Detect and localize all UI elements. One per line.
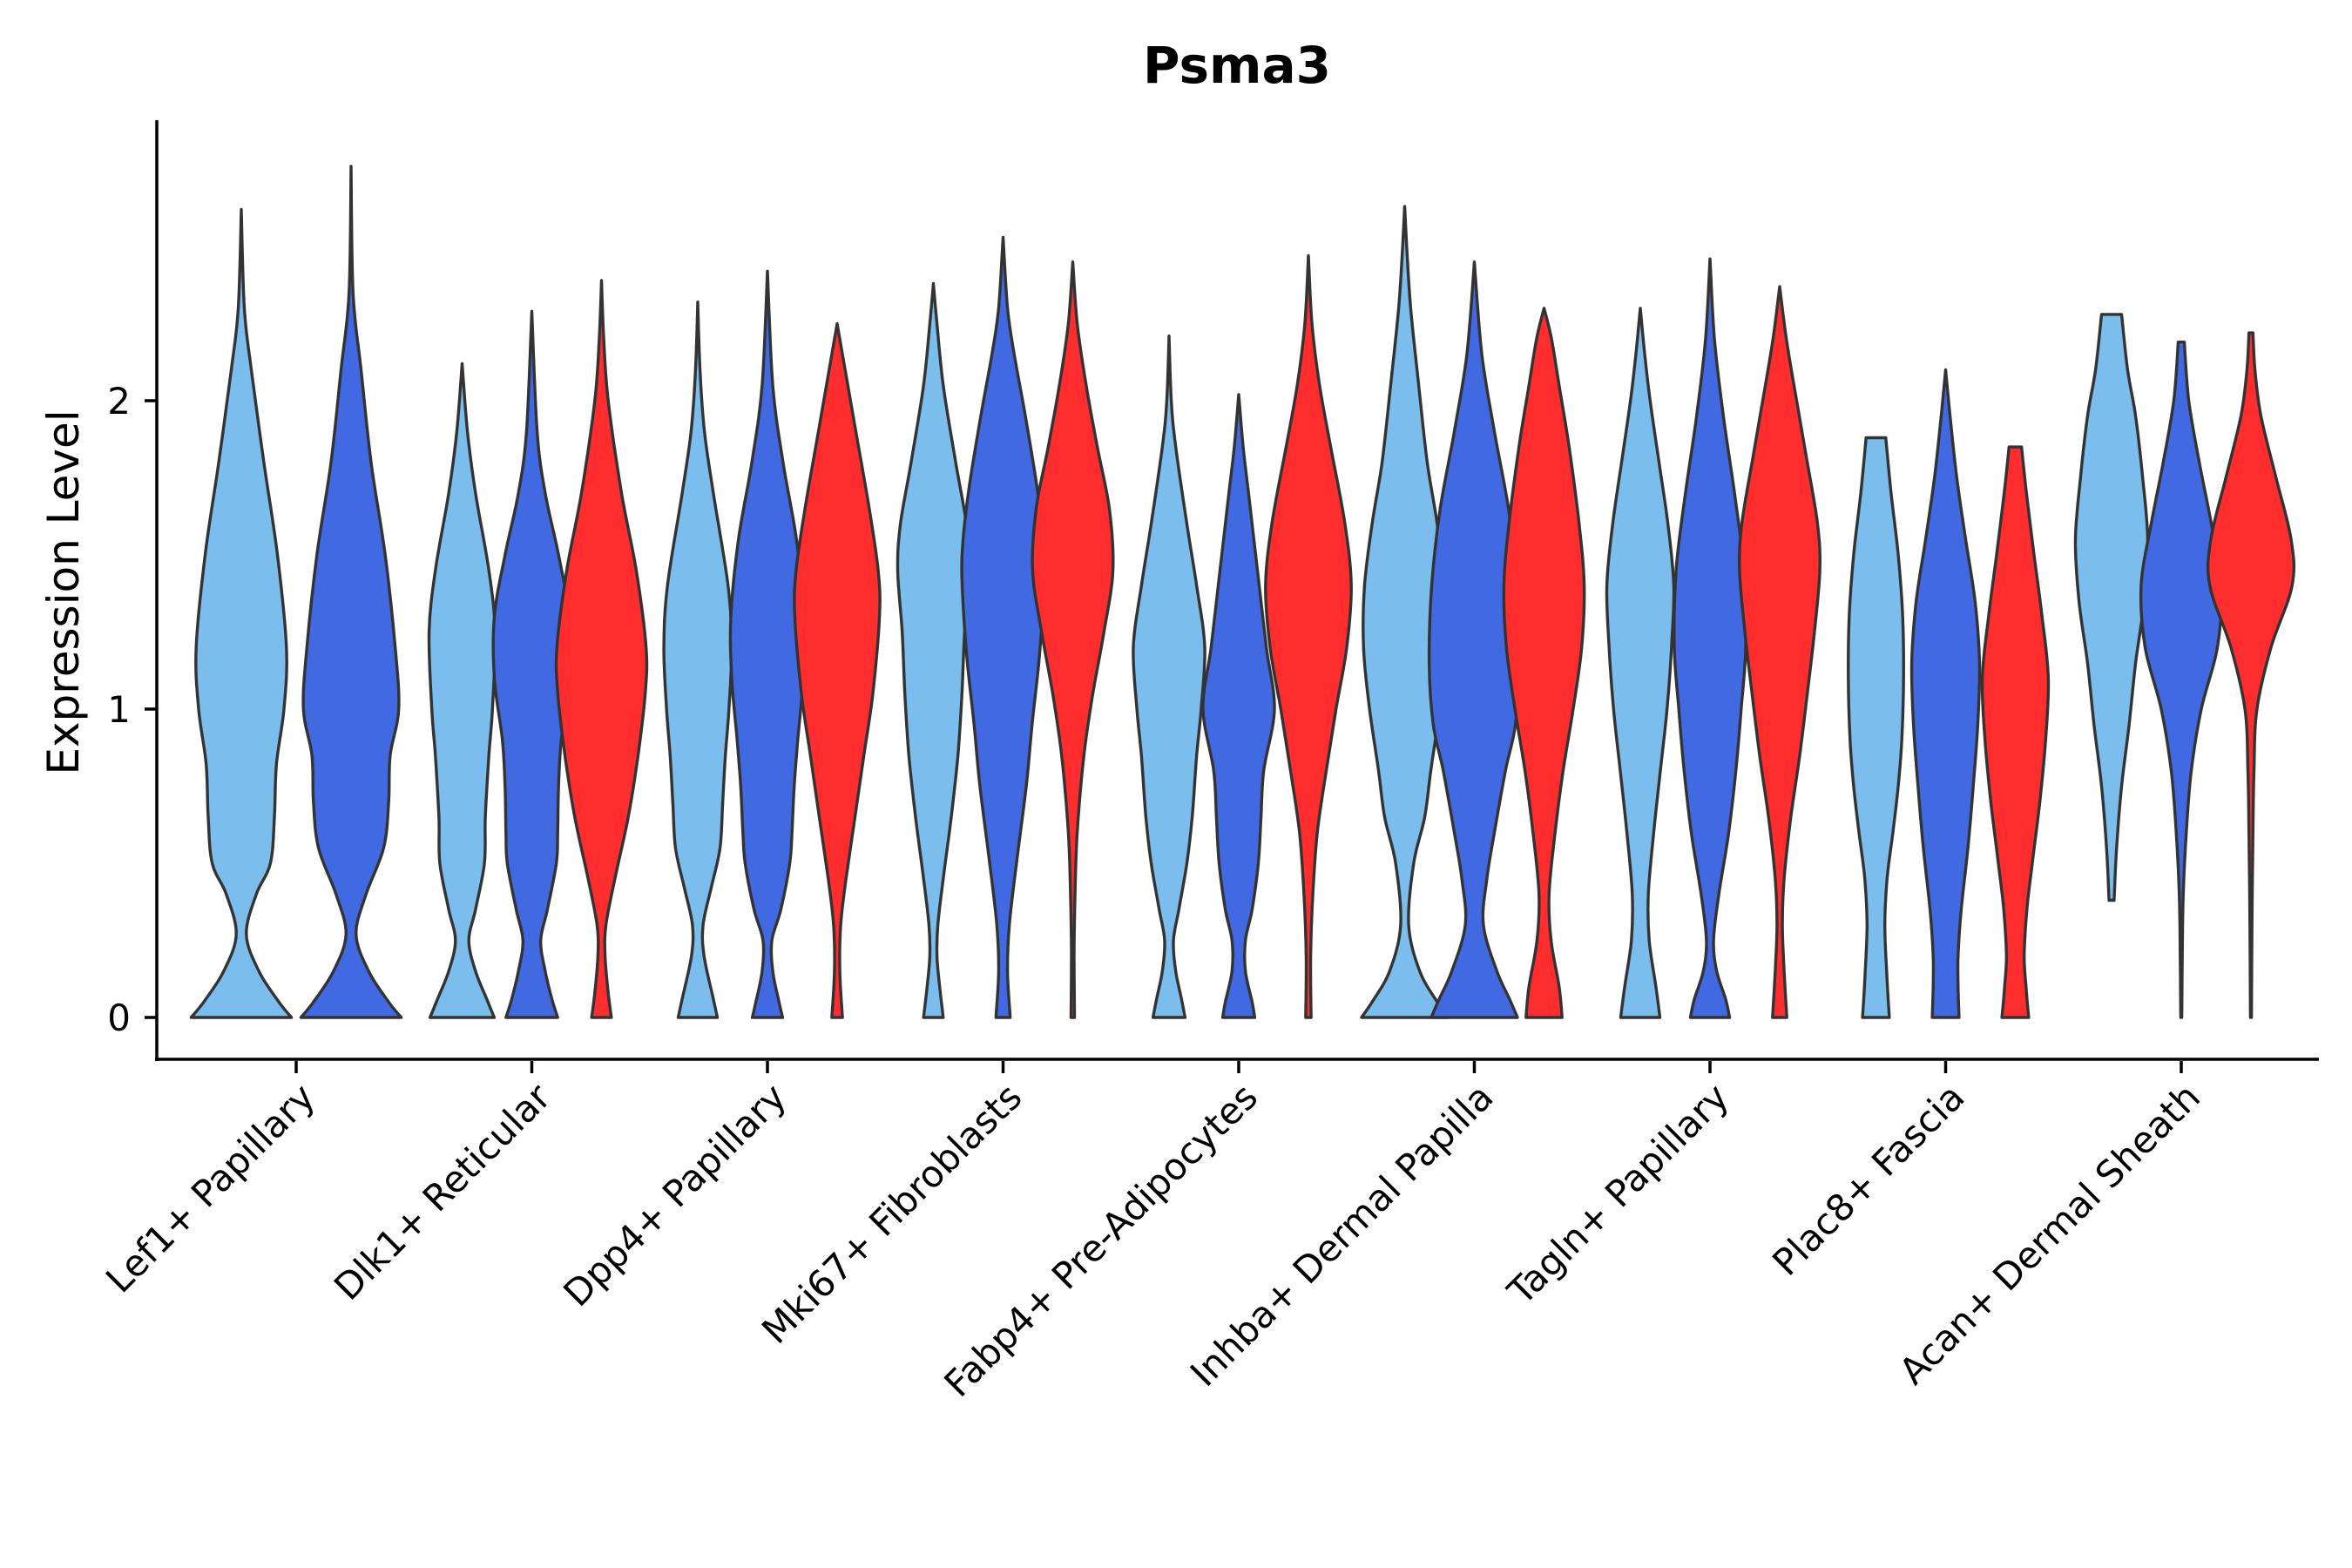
x-tick-label: Dpp4+ Papillary bbox=[555, 1075, 794, 1315]
axes bbox=[155, 120, 2319, 1061]
x-tick-label: Dlk1+ Reticular bbox=[326, 1075, 559, 1308]
violin-mki67-fibroblasts-3 bbox=[1031, 260, 1115, 1019]
x-tick-label: Mki67+ Fibroblasts bbox=[754, 1075, 1030, 1351]
violin-inhba-dermal-papilla-1 bbox=[1360, 205, 1450, 1019]
violin-lef1-papillary-1 bbox=[189, 207, 294, 1019]
violin-lef1-papillary-2 bbox=[299, 165, 403, 1019]
violin-plac8-fascia-3 bbox=[1980, 445, 2051, 1019]
violin-mki67-fibroblasts-1 bbox=[896, 281, 971, 1019]
y-tick-label: 2 bbox=[107, 380, 131, 422]
y-tick-label: 1 bbox=[107, 688, 131, 731]
x-tick-label: Lef1+ Papillary bbox=[98, 1075, 323, 1301]
violin-layer bbox=[189, 165, 2296, 1019]
violin-inhba-dermal-papilla-2 bbox=[1427, 260, 1522, 1019]
x-tick-label: Tagln+ Papillary bbox=[1499, 1075, 1737, 1313]
violin-plac8-fascia-1 bbox=[1847, 436, 1905, 1019]
y-tick-label: 0 bbox=[107, 997, 131, 1039]
violin-dlk1-reticular-3 bbox=[554, 279, 649, 1019]
violin-mki67-fibroblasts-2 bbox=[960, 235, 1046, 1019]
chart-title: Psma3 bbox=[1143, 36, 1331, 95]
violin-tagln-papillary-2 bbox=[1673, 257, 1747, 1019]
violin-fabp4-pre-adipocytes-3 bbox=[1264, 253, 1353, 1019]
violin-inhba-dermal-papilla-3 bbox=[1502, 307, 1586, 1019]
violin-dlk1-reticular-2 bbox=[491, 309, 572, 1019]
violin-tagln-papillary-3 bbox=[1738, 285, 1821, 1019]
y-ticks: 0 1 2 bbox=[107, 380, 157, 1039]
x-tick-label: Plac8+ Fascia bbox=[1764, 1075, 1972, 1283]
violin-dpp4-papillary-2 bbox=[728, 269, 807, 1019]
violin-fabp4-pre-adipocytes-2 bbox=[1201, 393, 1276, 1019]
y-axis-label: Expression Level bbox=[38, 409, 89, 774]
violin-fabp4-pre-adipocytes-1 bbox=[1132, 335, 1206, 1019]
violin-acan-dermal-sheath-3 bbox=[2206, 331, 2296, 1019]
violin-acan-dermal-sheath-1 bbox=[2073, 313, 2150, 902]
violin-dpp4-papillary-1 bbox=[662, 301, 733, 1019]
violin-acan-dermal-sheath-2 bbox=[2139, 341, 2224, 1019]
violin-dlk1-reticular-1 bbox=[427, 362, 497, 1019]
violin-tagln-papillary-1 bbox=[1605, 307, 1676, 1019]
violin-plac8-fascia-2 bbox=[1909, 368, 1982, 1019]
violin-dpp4-papillary-3 bbox=[793, 321, 882, 1019]
